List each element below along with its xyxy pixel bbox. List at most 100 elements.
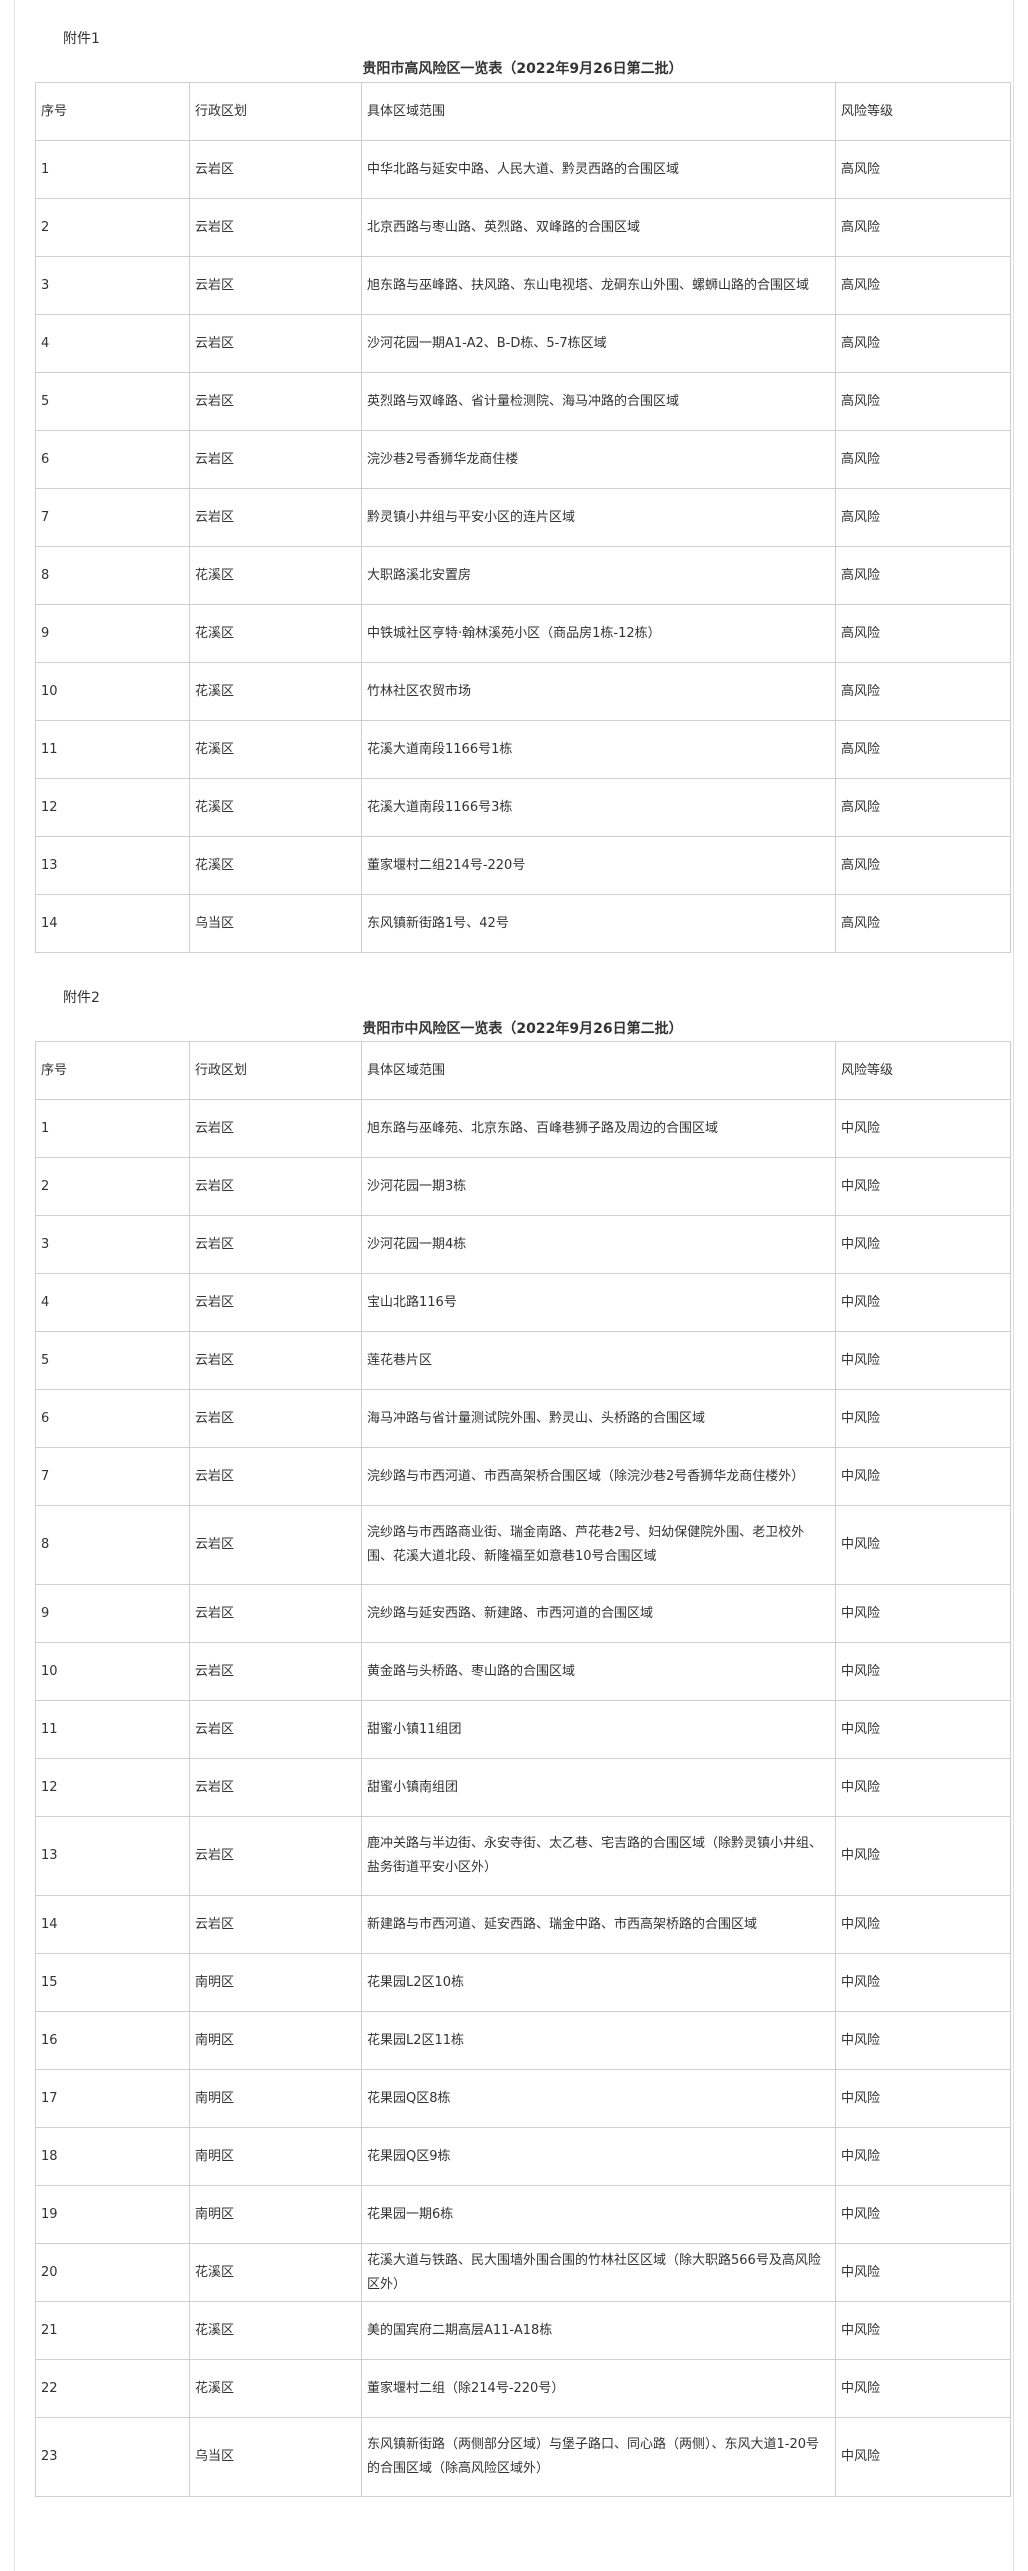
table-row: 22 花溪区 董家堰村二组（除214号-220号） 中风险 (35, 2359, 1011, 2418)
header-area-scope: 具体区域范围 (361, 1041, 836, 1100)
cell-district: 花溪区 (189, 836, 362, 895)
cell-serial-number: 1 (35, 1099, 190, 1158)
cell-area-scope: 浣纱路与市西河道、市西高架桥合围区域（除浣沙巷2号香狮华龙商住楼外） (361, 1447, 836, 1506)
cell-district: 云岩区 (189, 256, 362, 315)
cell-district: 云岩区 (189, 1331, 362, 1390)
cell-district: 云岩区 (189, 1700, 362, 1759)
cell-risk-level: 高风险 (835, 430, 1011, 489)
high-risk-table-title: 贵阳市高风险区一览表（2022年9月26日第二批） (362, 61, 683, 77)
table-row: 14 乌当区 东风镇新街路1号、42号 高风险 (35, 894, 1011, 953)
table-row: 6 云岩区 海马冲路与省计量测试院外围、黔灵山、头桥路的合围区域 中风险 (35, 1389, 1011, 1448)
cell-risk-level: 高风险 (835, 894, 1011, 953)
cell-risk-level: 中风险 (835, 2301, 1011, 2360)
cell-risk-level: 中风险 (835, 1758, 1011, 1817)
cell-serial-number: 10 (35, 1642, 190, 1701)
table-row: 10 云岩区 黄金路与头桥路、枣山路的合围区域 中风险 (35, 1642, 1011, 1701)
cell-district: 花溪区 (189, 778, 362, 837)
table-row: 3 云岩区 旭东路与巫峰路、扶风路、东山电视塔、龙硐东山外围、螺蛳山路的合围区域 高风… (35, 256, 1011, 315)
cell-serial-number: 10 (35, 662, 190, 721)
cell-serial-number: 22 (35, 2359, 190, 2418)
cell-risk-level: 高风险 (835, 372, 1011, 431)
cell-serial-number: 17 (35, 2069, 190, 2128)
table-row: 12 云岩区 甜蜜小镇南组团 中风险 (35, 1758, 1011, 1817)
medium-risk-table-title: 贵阳市中风险区一览表（2022年9月26日第二批） (362, 1021, 683, 1037)
cell-serial-number: 8 (35, 1505, 190, 1585)
table-row: 2 云岩区 沙河花园一期3栋 中风险 (35, 1157, 1011, 1216)
table-row: 20 花溪区 花溪大道与铁路、民大围墙外围合围的竹林社区区域（除大职路566号及高风… (35, 2243, 1011, 2302)
cell-risk-level: 中风险 (835, 2011, 1011, 2070)
table-row: 13 花溪区 董家堰村二组214号-220号 高风险 (35, 836, 1011, 895)
cell-district: 云岩区 (189, 1215, 362, 1274)
cell-area-scope: 花溪大道南段1166号3栋 (361, 778, 836, 837)
cell-risk-level: 中风险 (835, 2359, 1011, 2418)
table-header-row: 序号 行政区划 具体区域范围 风险等级 (35, 82, 1011, 141)
cell-serial-number: 9 (35, 604, 190, 663)
cell-district: 云岩区 (189, 1157, 362, 1216)
table-row: 16 南明区 花果园L2区11栋 中风险 (35, 2011, 1011, 2070)
cell-area-scope: 大职路溪北安置房 (361, 546, 836, 605)
cell-risk-level: 中风险 (835, 1099, 1011, 1158)
cell-area-scope: 花溪大道与铁路、民大围墙外围合围的竹林社区区域（除大职路566号及高风险区外） (361, 2243, 836, 2302)
table-row: 7 云岩区 浣纱路与市西河道、市西高架桥合围区域（除浣沙巷2号香狮华龙商住楼外） 中风… (35, 1447, 1011, 1506)
cell-area-scope: 沙河花园一期4栋 (361, 1215, 836, 1274)
table-row: 4 云岩区 宝山北路116号 中风险 (35, 1273, 1011, 1332)
cell-area-scope: 浣纱路与延安西路、新建路、市西河道的合围区域 (361, 1584, 836, 1643)
cell-serial-number: 7 (35, 488, 190, 547)
cell-area-scope: 浣沙巷2号香狮华龙商住楼 (361, 430, 836, 489)
cell-serial-number: 18 (35, 2127, 190, 2186)
cell-serial-number: 19 (35, 2185, 190, 2244)
cell-serial-number: 14 (35, 1895, 190, 1954)
table-row: 15 南明区 花果园L2区10栋 中风险 (35, 1953, 1011, 2012)
cell-area-scope: 莲花巷片区 (361, 1331, 836, 1390)
cell-serial-number: 5 (35, 372, 190, 431)
cell-district: 云岩区 (189, 488, 362, 547)
cell-risk-level: 中风险 (835, 1273, 1011, 1332)
cell-area-scope: 浣纱路与市西路商业街、瑞金南路、芦花巷2号、妇幼保健院外围、老卫校外围、花溪大道… (361, 1505, 836, 1585)
cell-district: 云岩区 (189, 1099, 362, 1158)
table-row: 9 云岩区 浣纱路与延安西路、新建路、市西河道的合围区域 中风险 (35, 1584, 1011, 1643)
cell-serial-number: 20 (35, 2243, 190, 2302)
cell-area-scope: 董家堰村二组（除214号-220号） (361, 2359, 836, 2418)
cell-risk-level: 中风险 (835, 1331, 1011, 1390)
cell-serial-number: 2 (35, 198, 190, 257)
cell-area-scope: 东风镇新街路（两侧部分区域）与堡子路口、同心路（两侧）、东风大道1-20号的合围… (361, 2417, 836, 2497)
cell-area-scope: 北京西路与枣山路、英烈路、双峰路的合围区域 (361, 198, 836, 257)
cell-serial-number: 7 (35, 1447, 190, 1506)
cell-district: 花溪区 (189, 720, 362, 779)
cell-serial-number: 2 (35, 1157, 190, 1216)
cell-risk-level: 高风险 (835, 604, 1011, 663)
cell-district: 云岩区 (189, 140, 362, 199)
cell-serial-number: 5 (35, 1331, 190, 1390)
cell-risk-level: 高风险 (835, 198, 1011, 257)
cell-area-scope: 花溪大道南段1166号1栋 (361, 720, 836, 779)
table-row: 14 云岩区 新建路与市西河道、延安西路、瑞金中路、市西高架桥路的合围区域 中风险 (35, 1895, 1011, 1954)
medium-risk-table: 序号 行政区划 具体区域范围 风险等级 1 云岩区 旭东路与巫峰苑、北京东路、百峰巷狮子路及… (35, 1041, 1011, 2497)
cell-area-scope: 旭东路与巫峰路、扶风路、东山电视塔、龙硐东山外围、螺蛳山路的合围区域 (361, 256, 836, 315)
cell-district: 南明区 (189, 2185, 362, 2244)
cell-district: 云岩区 (189, 198, 362, 257)
table-row: 11 云岩区 甜蜜小镇11组团 中风险 (35, 1700, 1011, 1759)
cell-area-scope: 花果园L2区10栋 (361, 1953, 836, 2012)
cell-serial-number: 13 (35, 1816, 190, 1896)
cell-serial-number: 23 (35, 2417, 190, 2497)
cell-district: 南明区 (189, 1953, 362, 2012)
cell-risk-level: 中风险 (835, 1157, 1011, 1216)
cell-risk-level: 高风险 (835, 140, 1011, 199)
cell-district: 花溪区 (189, 662, 362, 721)
table-row: 1 云岩区 旭东路与巫峰苑、北京东路、百峰巷狮子路及周边的合围区域 中风险 (35, 1099, 1011, 1158)
cell-district: 花溪区 (189, 2359, 362, 2418)
cell-district: 花溪区 (189, 2243, 362, 2302)
table-row: 23 乌当区 东风镇新街路（两侧部分区域）与堡子路口、同心路（两侧）、东风大道1-2… (35, 2417, 1011, 2497)
cell-area-scope: 花果园一期6栋 (361, 2185, 836, 2244)
cell-area-scope: 宝山北路116号 (361, 1273, 836, 1332)
cell-area-scope: 海马冲路与省计量测试院外围、黔灵山、头桥路的合围区域 (361, 1389, 836, 1448)
cell-area-scope: 沙河花园一期A1-A2、B-D栋、5-7栋区域 (361, 314, 836, 373)
table-row: 5 云岩区 莲花巷片区 中风险 (35, 1331, 1011, 1390)
cell-district: 乌当区 (189, 2417, 362, 2497)
header-serial-number: 序号 (35, 1041, 190, 1100)
cell-area-scope: 黔灵镇小井组与平安小区的连片区域 (361, 488, 836, 547)
cell-area-scope: 黄金路与头桥路、枣山路的合围区域 (361, 1642, 836, 1701)
cell-district: 南明区 (189, 2011, 362, 2070)
table-row: 10 花溪区 竹林社区农贸市场 高风险 (35, 662, 1011, 721)
cell-serial-number: 15 (35, 1953, 190, 2012)
